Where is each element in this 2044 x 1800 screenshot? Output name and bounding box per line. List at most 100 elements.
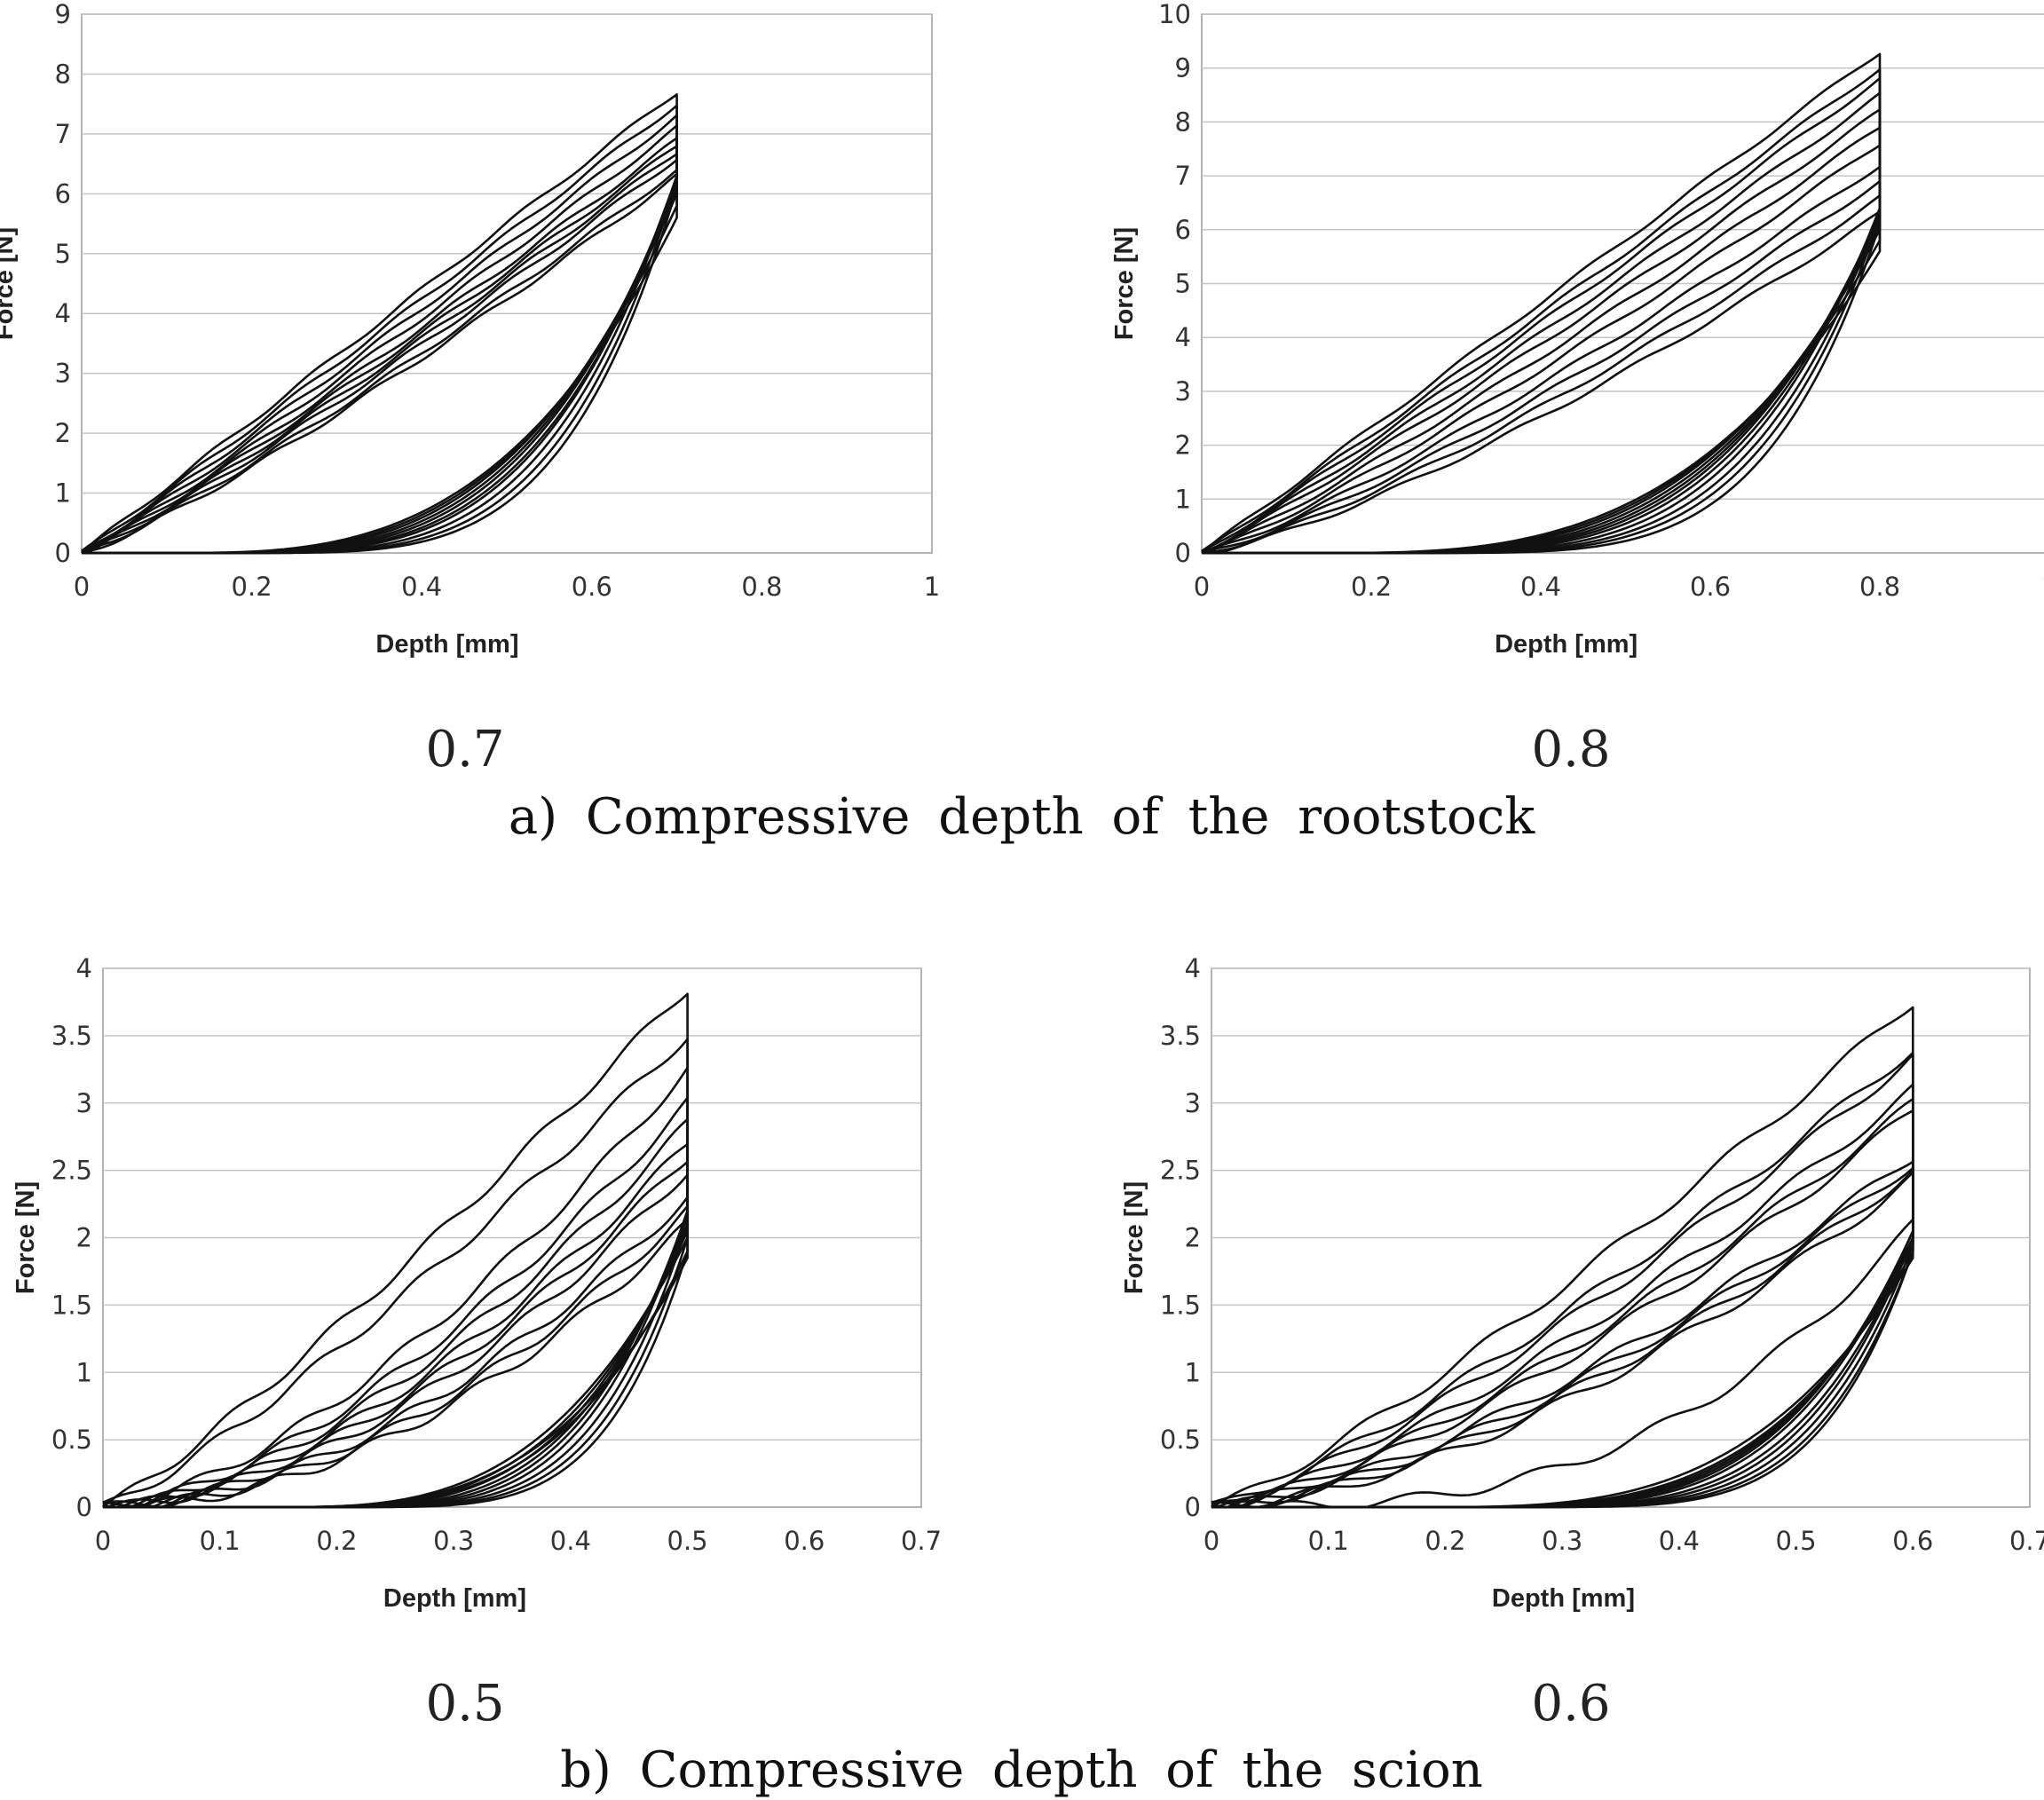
series-line <box>81 172 678 555</box>
x-tick-label: 0.7 <box>2009 1526 2044 1556</box>
y-tick-label: 1 <box>76 1357 92 1387</box>
y-tick-label: 5 <box>55 239 71 269</box>
caption-scion: b) Compressive depth of the scion <box>560 1741 1483 1799</box>
x-tick-label: 0.8 <box>1859 572 1900 602</box>
chart-scion-0-5: 0 0.5 1 1.5 2 2.5 3 3.5 4 0 0.1 0.2 0.3 0.4 0.5 0.6 0.7 D… <box>0 953 976 1629</box>
x-tick-label: 0.3 <box>433 1526 474 1556</box>
x-tick-label: 0.4 <box>550 1526 591 1556</box>
y-tick-label: 4 <box>76 953 92 983</box>
x-tick-label: 0.1 <box>1308 1526 1349 1556</box>
y-tick-label: 0 <box>1175 538 1191 568</box>
x-tick-label: 0 <box>1204 1526 1219 1556</box>
chart-rootstock-0-7-svg: 0 1 2 3 4 5 6 7 8 9 0 0.2 0.4 0.6 0.8 1 Depth [mm] Force … <box>0 0 940 659</box>
x-tick-label: 0.3 <box>1542 1526 1582 1556</box>
x-axis-title: Depth [mm] <box>1495 630 1638 659</box>
chart-rootstock-0-7: 0 1 2 3 4 5 6 7 8 9 0 0.2 0.4 0.6 0.8 1 Depth [mm] Force … <box>0 0 976 675</box>
y-tick-label: 6 <box>55 178 71 209</box>
y-tick-label: 9 <box>1175 53 1191 83</box>
x-tick-label: 0 <box>95 1526 111 1556</box>
y-tick-label: 0 <box>55 538 71 568</box>
x-tick-label: 0.4 <box>1659 1526 1700 1556</box>
y-tick-label: 0.5 <box>1160 1425 1201 1455</box>
y-tick-label: 3.5 <box>51 1021 92 1051</box>
x-tick-label: 0.8 <box>741 572 782 602</box>
y-tick-label: 2 <box>1175 430 1191 461</box>
x-axis-title: Depth [mm] <box>383 1584 526 1613</box>
x-tick-label: 0.6 <box>1892 1526 1933 1556</box>
caption-rootstock: a) Compressive depth of the rootstock <box>508 788 1535 846</box>
y-tick-label: 3 <box>1185 1088 1201 1118</box>
series-line <box>1211 1218 1914 1509</box>
sublabel-0-8: 0.8 <box>1531 721 1611 778</box>
series-line <box>1211 1006 1914 1509</box>
x-tick-label: 0.4 <box>1520 572 1561 602</box>
series-line <box>103 1218 689 1509</box>
x-tick-label: 1 <box>924 572 940 602</box>
y-tick-label: 2 <box>55 418 71 448</box>
y-tick-label: 1.5 <box>51 1290 92 1320</box>
x-axis-title: Depth [mm] <box>375 630 518 659</box>
y-axis-title: Force [N] <box>1110 227 1139 340</box>
y-axis-title: Force [N] <box>0 227 19 340</box>
x-tick-label: 1 <box>2041 572 2044 602</box>
chart-rootstock-0-8: 0 1 2 3 4 5 6 7 8 9 10 0 0.2 0.4 0.6 0.8 1 Depth [mm] Forc… <box>1021 0 2044 675</box>
y-tick-label: 2 <box>76 1223 92 1253</box>
y-tick-label: 8 <box>55 59 71 89</box>
y-tick-label: 3 <box>1175 376 1191 407</box>
series-line <box>81 104 678 555</box>
series-line <box>1201 68 1882 555</box>
y-axis-title: Force [N] <box>12 1181 40 1294</box>
x-tick-label: 0.2 <box>232 572 272 602</box>
y-tick-label: 2.5 <box>51 1156 92 1186</box>
x-axis-title: Depth [mm] <box>1492 1584 1635 1613</box>
x-tick-label: 0.2 <box>1351 572 1392 602</box>
x-tick-label: 0 <box>1194 572 1210 602</box>
chart-scion-0-5-svg: 0 0.5 1 1.5 2 2.5 3 3.5 4 0 0.1 0.2 0.3 0.4 0.5 0.6 0.7 D… <box>12 953 942 1613</box>
x-tick-label: 0 <box>74 572 90 602</box>
sublabel-0-7: 0.7 <box>425 721 505 778</box>
y-tick-label: 3.5 <box>1160 1021 1201 1051</box>
y-tick-label: 4 <box>55 298 71 328</box>
x-tick-label: 0.6 <box>784 1526 825 1556</box>
sublabel-0-6: 0.6 <box>1531 1675 1611 1733</box>
y-tick-label: 7 <box>55 119 71 149</box>
y-tick-label: 2 <box>1185 1223 1201 1253</box>
x-tick-label: 0.5 <box>667 1526 708 1556</box>
y-tick-label: 1.5 <box>1160 1290 1201 1320</box>
y-tick-label: 1 <box>1175 484 1191 514</box>
x-tick-label: 0.6 <box>572 572 612 602</box>
x-tick-label: 0.2 <box>1424 1526 1465 1556</box>
series-line <box>81 93 678 555</box>
x-tick-label: 0.6 <box>1690 572 1731 602</box>
y-tick-label: 10 <box>1158 0 1191 29</box>
y-tick-label: 6 <box>1175 215 1191 245</box>
y-tick-label: 9 <box>55 0 71 29</box>
y-tick-label: 8 <box>1175 107 1191 137</box>
series-line <box>1201 76 1882 555</box>
x-tick-label: 0.1 <box>200 1526 241 1556</box>
y-tick-label: 2.5 <box>1160 1156 1201 1186</box>
y-tick-label: 0 <box>1185 1492 1201 1522</box>
y-tick-label: 4 <box>1185 953 1201 983</box>
chart-scion-0-6-svg: 0 0.5 1 1.5 2 2.5 3 3.5 4 0 0.1 0.2 0.3 0.4 0.5 0.6 0.7 D… <box>1120 953 2044 1613</box>
y-tick-label: 1 <box>1185 1357 1201 1387</box>
x-tick-label: 0.4 <box>401 572 442 602</box>
y-tick-label: 3 <box>76 1088 92 1118</box>
y-tick-label: 0 <box>76 1492 92 1522</box>
series-line <box>1202 210 1882 555</box>
series-line <box>1201 52 1882 555</box>
y-tick-label: 0.5 <box>51 1425 92 1455</box>
series-line <box>81 114 678 555</box>
chart-scion-0-6: 0 0.5 1 1.5 2 2.5 3 3.5 4 0 0.1 0.2 0.3 0.4 0.5 0.6 0.7 D… <box>1021 953 2044 1629</box>
chart-rootstock-0-8-svg: 0 1 2 3 4 5 6 7 8 9 10 0 0.2 0.4 0.6 0.8 1 Depth [mm] Forc… <box>1110 0 2044 659</box>
y-tick-label: 1 <box>55 478 71 509</box>
x-tick-label: 0.2 <box>316 1526 357 1556</box>
x-tick-label: 0.7 <box>901 1526 942 1556</box>
y-tick-label: 3 <box>55 359 71 389</box>
y-tick-label: 4 <box>1175 322 1191 352</box>
y-tick-label: 7 <box>1175 161 1191 191</box>
sublabel-0-5: 0.5 <box>425 1675 505 1733</box>
y-axis-title: Force [N] <box>1120 1181 1148 1294</box>
x-tick-label: 0.5 <box>1776 1526 1817 1556</box>
